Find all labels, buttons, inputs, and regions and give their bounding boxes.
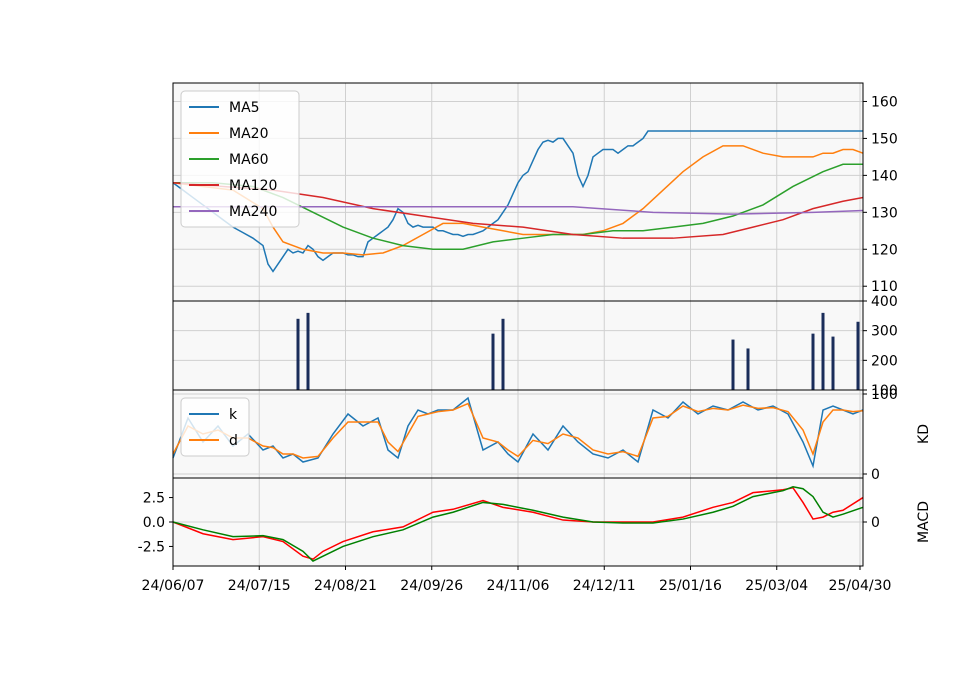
legend-entry-price: MA5: [229, 100, 260, 116]
xtick-label: 25/01/16: [659, 578, 722, 594]
ytick-label-volume: 400: [871, 294, 898, 310]
series-line-price-MA5: [172, 130, 863, 273]
series-line-price-MA120: [172, 182, 864, 239]
volume-bar: [746, 348, 750, 390]
ytick-left-label-macd: 0.0: [143, 515, 165, 531]
legend-entry-price: MA240: [229, 204, 277, 220]
xtick-label: 25/04/30: [829, 578, 892, 594]
axis-label-macd: MACD: [916, 501, 932, 543]
xtick-label: 24/07/15: [228, 578, 291, 594]
xtick-label: 24/08/21: [314, 578, 377, 594]
ytick-label-macd: 0: [871, 515, 880, 531]
ytick-left-label-macd: 2.5: [143, 491, 165, 507]
axis-label-kd: KD: [916, 424, 932, 444]
legend-entry-price: MA120: [229, 178, 277, 194]
xtick-label: 24/11/06: [487, 578, 550, 594]
volume-bar: [811, 333, 815, 390]
ytick-label-price: 130: [871, 205, 898, 221]
ytick-label-volume: 300: [871, 324, 898, 340]
volume-bar: [296, 318, 300, 390]
ytick-label-price: 110: [871, 279, 898, 295]
ytick-label-price: 160: [871, 94, 898, 110]
volume-bar: [831, 336, 835, 390]
volume-bar: [491, 333, 495, 390]
legend-entry-price: MA20: [229, 126, 268, 142]
legend-entry-price: MA60: [229, 152, 268, 168]
ytick-label-price: 120: [871, 242, 898, 258]
xtick-label: 25/03/04: [745, 578, 808, 594]
volume-bar: [856, 321, 860, 390]
ytick-label-kd: 0: [871, 467, 880, 483]
ytick-label-kd: 100: [871, 387, 898, 403]
series-line-macd-1: [172, 486, 864, 563]
ytick-left-label-macd: -2.5: [138, 539, 165, 555]
ytick-label-volume: 100: [871, 383, 898, 399]
series-line-macd-0: [172, 486, 864, 560]
legend-box-kd: [180, 397, 250, 457]
ytick-label-price: 140: [871, 168, 898, 184]
volume-bar: [306, 312, 310, 390]
xtick-label: 24/12/11: [573, 578, 636, 594]
volume-bar: [731, 339, 735, 390]
volume-bar: [501, 318, 505, 390]
volume-bar: [821, 312, 825, 390]
xtick-label: 24/06/07: [142, 578, 205, 594]
series-line-kd-d: [172, 402, 864, 459]
ytick-label-price: 150: [871, 131, 898, 147]
legend-entry-kd: k: [229, 407, 238, 423]
ytick-label-volume: 200: [871, 353, 898, 369]
legend-box-price: [180, 90, 300, 228]
legend-entry-kd: d: [229, 433, 238, 449]
xtick-label: 24/09/26: [400, 578, 463, 594]
series-line-price-MA60: [173, 163, 863, 251]
